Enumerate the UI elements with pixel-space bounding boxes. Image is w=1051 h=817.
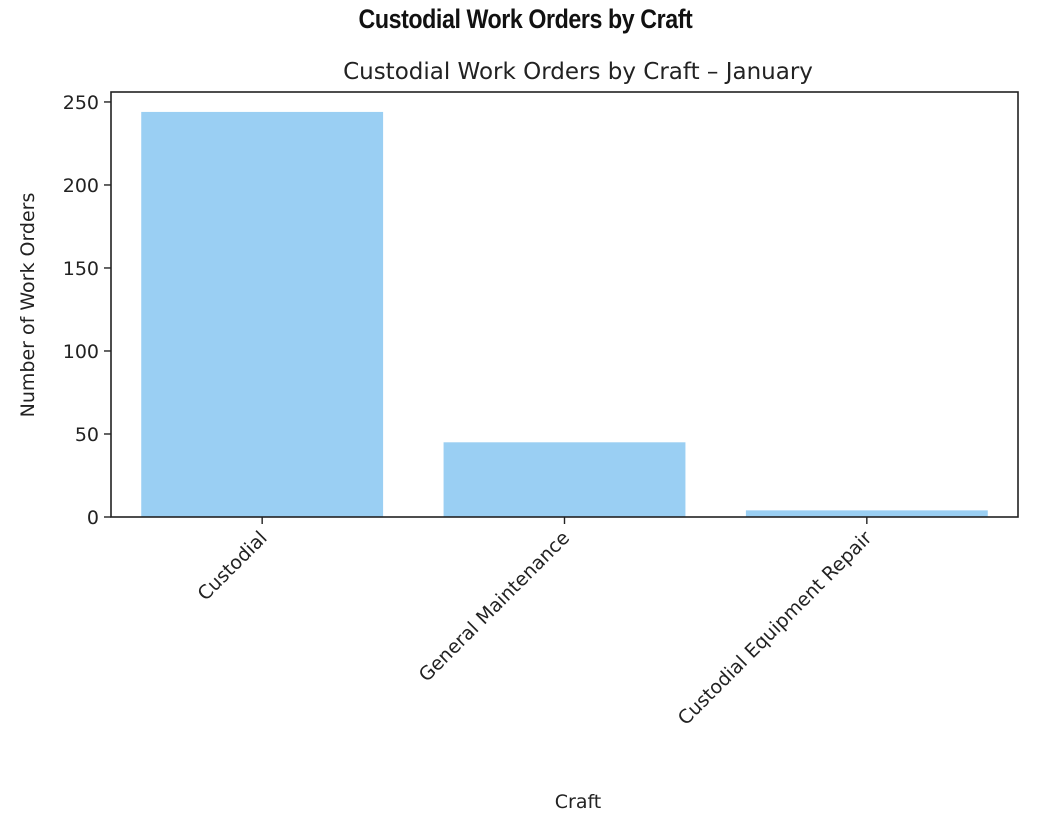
x-tick-label: General Maintenance — [415, 527, 574, 686]
y-tick-label: 0 — [87, 507, 99, 529]
y-axis-label: Number of Work Orders — [17, 193, 39, 418]
chart-title: Custodial Work Orders by Craft – January — [343, 59, 813, 85]
y-tick-label: 250 — [63, 92, 99, 114]
y-tick-label: 150 — [63, 258, 99, 280]
bars-group — [141, 111, 988, 517]
y-axis: 0 50 100 150 200 250 — [63, 92, 111, 529]
bar-general-maintenance — [443, 442, 686, 517]
x-axis-label: Craft — [555, 791, 602, 813]
y-tick-label: 50 — [75, 424, 99, 446]
bar-custodial — [141, 111, 384, 517]
x-tick-label: Custodial Equipment Repair — [674, 527, 877, 730]
y-tick-label: 100 — [63, 341, 99, 363]
plot-frame — [110, 91, 1019, 518]
page-heading: Custodial Work Orders by Craft — [358, 4, 693, 34]
x-tick-label: Custodial — [194, 527, 272, 605]
x-axis: Custodial General Maintenance Custodial Eq… — [194, 517, 877, 730]
bar-custodial-equipment-repair — [745, 510, 988, 517]
y-tick-label: 200 — [63, 175, 99, 197]
